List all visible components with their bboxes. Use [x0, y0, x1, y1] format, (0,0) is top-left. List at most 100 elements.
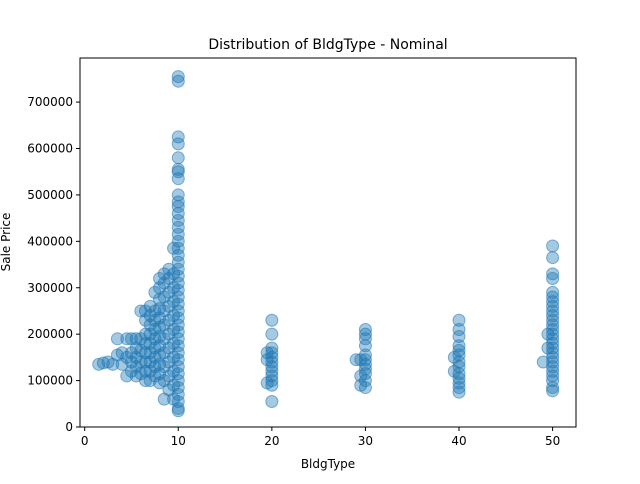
data-point [546, 384, 560, 398]
data-point [110, 332, 124, 346]
data-point [265, 374, 279, 388]
data-point [546, 360, 560, 374]
data-point [171, 195, 185, 209]
data-point [546, 341, 560, 355]
data-point [358, 332, 372, 346]
data-point [546, 355, 560, 369]
data-point [452, 348, 466, 362]
data-point [546, 332, 560, 346]
data-point [171, 213, 185, 227]
data-point [546, 323, 560, 337]
data-point [171, 137, 185, 151]
data-point [171, 332, 185, 346]
data-point [171, 188, 185, 202]
data-point [546, 239, 560, 253]
data-point [546, 309, 560, 323]
data-point [171, 248, 185, 262]
x-tick-label: 50 [545, 434, 560, 448]
data-point [546, 346, 560, 360]
data-point [171, 297, 185, 311]
data-point [171, 318, 185, 332]
data-point [546, 299, 560, 313]
data-point [171, 241, 185, 255]
data-point [171, 360, 185, 374]
data-point [171, 346, 185, 360]
data-point [171, 276, 185, 290]
data-point [265, 394, 279, 408]
data-point [358, 348, 372, 362]
data-point [265, 355, 279, 369]
data-point [546, 364, 560, 378]
data-point [546, 267, 560, 281]
data-point [171, 255, 185, 269]
data-point [139, 313, 153, 327]
data-point [546, 327, 560, 341]
data-point [171, 283, 185, 297]
data-point [546, 374, 560, 388]
y-tick-label: 0 [65, 420, 73, 434]
data-point [120, 350, 134, 364]
x-tick-label: 20 [264, 434, 279, 448]
data-point [546, 313, 560, 327]
data-point [546, 318, 560, 332]
data-point [358, 353, 372, 367]
data-point [546, 369, 560, 383]
data-point [157, 267, 171, 281]
y-tick-label: 700000 [27, 95, 73, 109]
data-point [171, 162, 185, 176]
data-point [171, 74, 185, 88]
data-point [358, 381, 372, 395]
data-point [358, 362, 372, 376]
data-point [139, 304, 153, 318]
x-tick-label: 0 [81, 434, 89, 448]
data-point [358, 323, 372, 337]
x-tick-label: 10 [171, 434, 186, 448]
data-point [171, 172, 185, 186]
data-point [546, 304, 560, 318]
data-point [452, 323, 466, 337]
data-point [265, 341, 279, 355]
data-point [265, 313, 279, 327]
data-point [171, 262, 185, 276]
data-point [546, 251, 560, 265]
y-axis: 0 100000 200000 300000 400000 500000 600000 700… [27, 95, 80, 434]
data-point [96, 356, 110, 370]
data-point [124, 355, 138, 369]
chart-title: Distribution of BldgType - Nominal [208, 37, 447, 53]
plot-frame [79, 57, 577, 428]
x-axis-label: BldgType [301, 457, 355, 471]
data-point [171, 367, 185, 381]
data-point [120, 369, 134, 383]
data-point [167, 241, 181, 255]
y-tick-label: 400000 [27, 234, 73, 248]
data-point [265, 369, 279, 383]
data-point [265, 327, 279, 341]
data-point [171, 374, 185, 388]
x-axis: 0 10 20 30 40 50 [81, 427, 560, 448]
data-point [171, 130, 185, 144]
data-point [153, 271, 167, 285]
data-point [546, 271, 560, 285]
data-point [171, 325, 185, 339]
data-point [358, 327, 372, 341]
data-point [546, 290, 560, 304]
y-axis-label: Sale Price [0, 213, 13, 272]
data-point [265, 378, 279, 392]
y-tick-label: 200000 [27, 327, 73, 341]
data-point [171, 227, 185, 241]
data-point [171, 304, 185, 318]
data-point [171, 269, 185, 283]
data-point [358, 357, 372, 371]
y-tick-label: 500000 [27, 188, 73, 202]
data-point [546, 285, 560, 299]
data-point [265, 364, 279, 378]
data-point [171, 401, 185, 415]
data-point [452, 385, 466, 399]
data-point [171, 151, 185, 165]
data-point [546, 295, 560, 309]
data-point [171, 353, 185, 367]
x-tick-label: 40 [451, 434, 466, 448]
data-point [452, 343, 466, 357]
